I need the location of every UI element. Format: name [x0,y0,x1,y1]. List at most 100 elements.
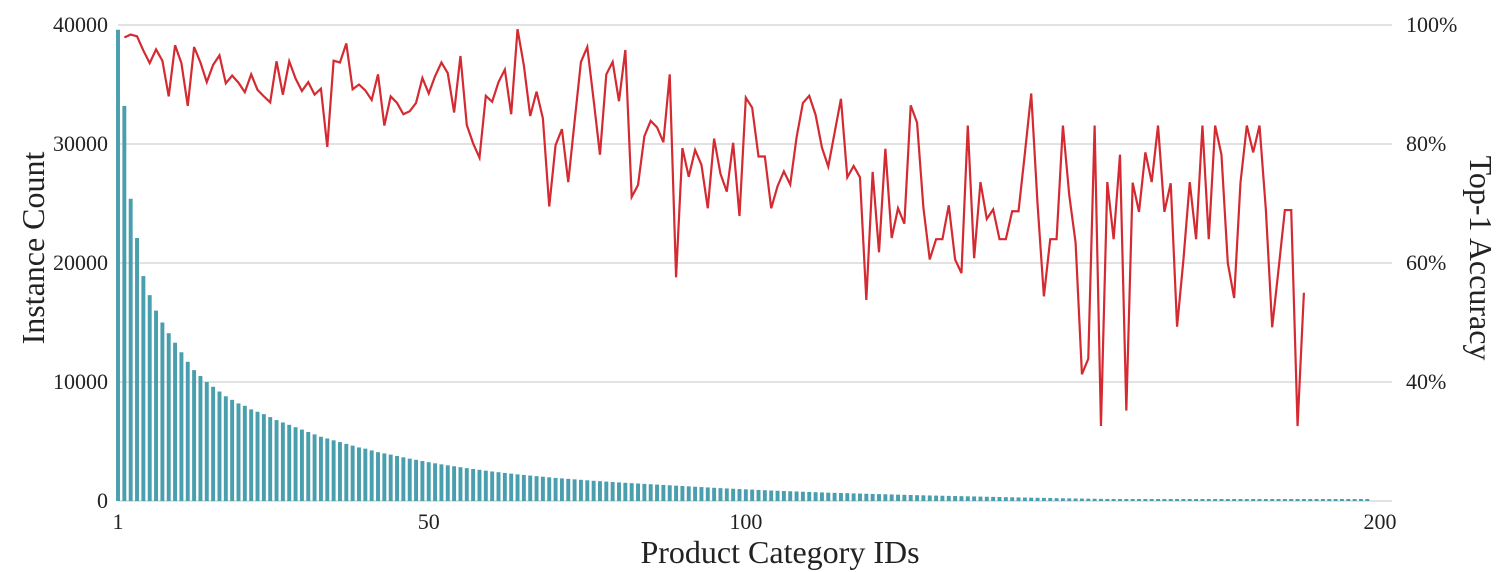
accuracy-line-series [123,28,1305,427]
bar [718,488,723,501]
bar [578,479,583,501]
bar [1054,498,1059,501]
bar [781,491,786,501]
bar [984,496,989,501]
bar [1162,499,1167,501]
bar [502,472,507,501]
bar [1339,499,1344,501]
bar [902,494,907,501]
bar [1289,499,1294,501]
bar [1149,499,1154,501]
bar [337,442,342,501]
bar [915,495,920,501]
bar [1060,498,1065,501]
bar [363,448,368,501]
bar [420,461,425,501]
bar [1276,499,1281,501]
bar [788,491,793,501]
bar [572,479,577,501]
y-left-tick-label: 40000 [53,12,108,37]
bar [934,495,939,501]
bar [693,486,698,501]
bar [1200,499,1205,501]
bar [953,496,958,501]
bar [1175,499,1180,501]
y-right-tick-label: 60% [1406,250,1446,275]
bar [147,295,152,501]
bar [1314,499,1319,501]
bar [743,489,748,501]
bar [1105,498,1110,501]
bar [908,494,913,501]
bar [629,483,634,501]
left-axis-ticks: 0 10000 20000 30000 40000 [53,12,108,513]
bar [528,475,533,501]
bar [477,469,482,501]
bar [1301,499,1306,501]
bar [1010,497,1015,501]
bar [896,494,900,501]
bar [705,487,710,501]
bar [166,333,171,501]
bar [261,414,266,501]
bar [604,481,609,501]
bar [845,493,850,501]
bar [699,487,704,501]
bar [1168,499,1173,501]
bar [1016,497,1021,501]
bar [433,463,438,501]
bar [318,436,323,501]
bar [458,467,463,501]
x-tick-label: 50 [418,509,440,534]
bar [547,477,552,501]
bar [927,495,932,501]
bar [439,464,444,501]
bar [737,489,742,501]
bar [1263,499,1268,501]
bar [1308,499,1313,501]
bar [1346,499,1351,501]
bar [242,405,247,501]
bar [211,386,216,501]
bar [1124,499,1129,501]
bar [426,462,431,501]
bar [1092,498,1097,501]
accuracy-line [123,28,1305,427]
bar [807,491,812,501]
y-axis-right-title: Top-1 Accuracy [1463,156,1499,361]
bar [312,434,317,501]
bar [135,238,139,501]
bar [274,420,279,501]
bar [965,496,970,501]
bar [991,496,996,501]
bar [617,482,621,501]
bar [287,424,292,501]
x-axis-title: Product Category IDs [640,534,919,570]
bar [566,478,571,501]
bar [1251,499,1256,501]
bar [357,447,361,501]
grid-lines [118,24,1392,502]
bar [819,492,824,501]
bar [179,352,184,501]
bar [1035,497,1040,501]
bar [762,490,767,501]
bar [1244,499,1249,501]
bar [553,477,558,501]
bar [217,391,222,501]
bar [496,472,501,501]
bar [889,494,894,501]
bar [610,482,615,501]
bar [1219,499,1224,501]
bar [686,486,691,501]
bar [160,322,165,501]
bar [813,492,818,501]
y-left-tick-label: 20000 [53,250,108,275]
bar [268,417,273,501]
bar [154,310,159,501]
bar [1067,498,1072,501]
bar [445,465,450,501]
bar [1143,499,1148,501]
bar [350,445,355,501]
bar [636,483,640,501]
